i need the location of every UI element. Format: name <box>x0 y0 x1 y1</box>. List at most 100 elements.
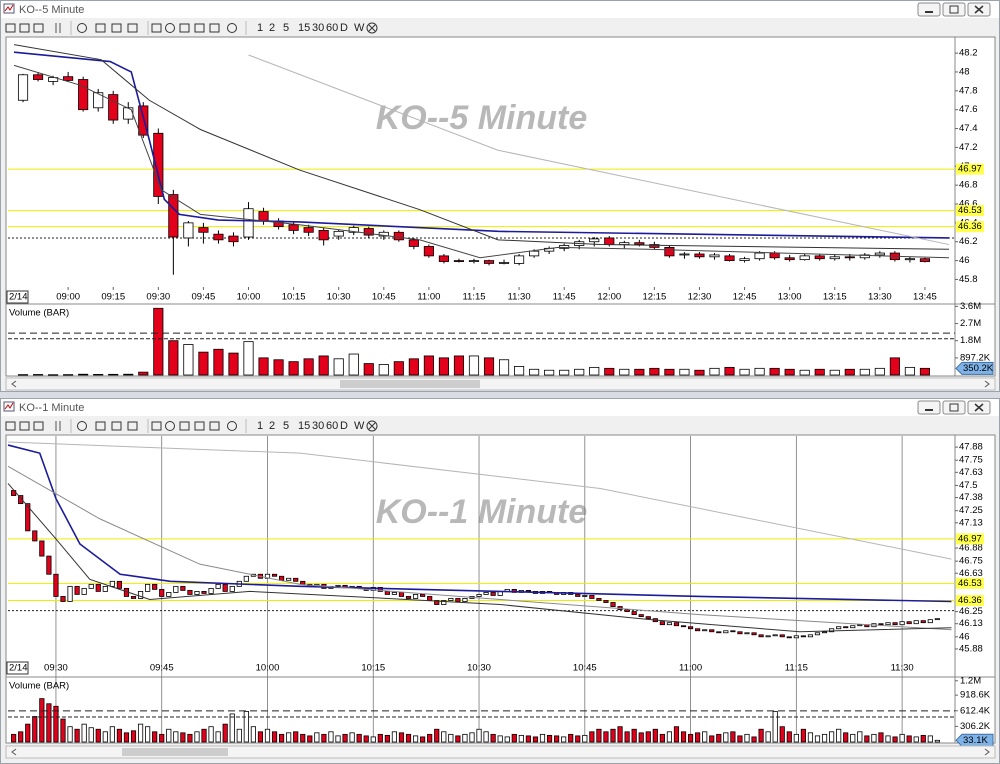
interval-button[interactable]: 30 <box>312 22 324 34</box>
candle-body <box>821 631 828 634</box>
interval-button[interactable]: D <box>340 420 348 432</box>
interval-button[interactable]: 30 <box>312 420 324 432</box>
toolbar-icon[interactable] <box>209 23 220 33</box>
toolbar-icon[interactable] <box>227 23 237 33</box>
volume-bar <box>772 710 778 743</box>
minimize-button[interactable] <box>917 400 941 415</box>
candle-body <box>814 632 821 636</box>
volume-bar <box>559 369 570 376</box>
toolbar-icon[interactable] <box>227 421 237 431</box>
volume-bar <box>333 358 344 376</box>
volume-bar <box>899 733 905 743</box>
interval-button[interactable]: D <box>340 22 348 34</box>
candle-body <box>695 628 701 632</box>
interval-button[interactable]: 5 <box>283 22 289 34</box>
volume-bar <box>180 732 186 743</box>
interval-button[interactable]: 60 <box>326 420 338 432</box>
scroll-left-arrow[interactable] <box>11 748 17 756</box>
toolbar-icon[interactable] <box>95 23 106 33</box>
toolbar-icon[interactable] <box>179 421 190 431</box>
scrollbar-track[interactable] <box>5 377 996 391</box>
scroll-left-arrow[interactable] <box>11 380 17 388</box>
candle-body <box>201 591 207 594</box>
volume-bar <box>137 723 144 743</box>
interval-button[interactable]: 2 <box>269 22 275 34</box>
toolbar-icon[interactable] <box>19 421 30 431</box>
toolbar-icon[interactable] <box>194 421 205 431</box>
toolbar-icon[interactable] <box>5 421 16 431</box>
volume-tick-label: 897.2K <box>960 352 991 363</box>
interval-button[interactable]: 1 <box>257 22 263 34</box>
toolbar-icon[interactable] <box>194 23 205 33</box>
interval-button[interactable]: 15 <box>298 420 310 432</box>
interval-button[interactable]: 1 <box>257 420 263 432</box>
candle-body <box>363 228 374 236</box>
volume-bar <box>33 374 44 376</box>
scrollbar-track[interactable] <box>5 745 996 759</box>
toolbar-icon[interactable] <box>366 22 378 34</box>
toolbar-icon[interactable] <box>179 23 190 33</box>
volume-bar <box>307 735 313 743</box>
candle-body <box>800 635 806 638</box>
interval-button[interactable]: 5 <box>283 420 289 432</box>
candle-body <box>934 618 940 621</box>
minimize-button[interactable] <box>917 2 941 17</box>
maximize-button[interactable] <box>942 2 966 17</box>
title-bar <box>1 399 999 416</box>
candle-body <box>391 592 398 595</box>
scrollbar-thumb[interactable] <box>122 748 228 756</box>
interval-button[interactable]: 60 <box>326 22 338 34</box>
toolbar-icon[interactable] <box>151 421 162 431</box>
volume-bar <box>229 713 235 743</box>
volume-bar <box>228 352 239 376</box>
volume-bar <box>393 361 404 376</box>
volume-bar <box>758 728 764 743</box>
candle-body <box>904 258 915 261</box>
interval-button[interactable]: 2 <box>269 420 275 432</box>
candle-body <box>793 635 799 639</box>
volume-bar <box>53 705 59 743</box>
scroll-right-arrow[interactable] <box>984 380 990 388</box>
x-tick-label: 10:15 <box>361 663 385 674</box>
candle-body <box>920 620 926 624</box>
toolbar-icon[interactable] <box>19 23 30 33</box>
toolbar <box>1 416 999 436</box>
scrollbar-thumb[interactable] <box>340 380 480 388</box>
maximize-button[interactable] <box>942 400 966 415</box>
candle-body <box>427 596 433 601</box>
toolbar-icon[interactable] <box>33 421 44 431</box>
toolbar-icon[interactable] <box>111 421 122 431</box>
toolbar-icon[interactable] <box>366 420 378 432</box>
interval-button[interactable]: W <box>354 22 365 34</box>
volume-bar <box>194 731 200 743</box>
x-tick-label: 09:45 <box>192 292 216 303</box>
price-level-label-box <box>956 533 984 545</box>
volume-bar <box>159 733 165 743</box>
toolbar-icon[interactable] <box>77 23 87 33</box>
interval-button[interactable]: W <box>354 420 365 432</box>
toolbar-icon[interactable] <box>5 23 16 33</box>
toolbar-icon[interactable] <box>165 421 175 431</box>
candle-body <box>844 256 855 259</box>
toolbar-icon[interactable] <box>127 421 138 431</box>
toolbar-icon[interactable] <box>33 23 44 33</box>
price-level-label: 46.53 <box>958 205 982 216</box>
toolbar-icon[interactable] <box>111 23 122 33</box>
volume-bar <box>850 733 856 743</box>
candle-body <box>724 255 735 261</box>
scroll-right-arrow[interactable] <box>984 748 990 756</box>
toolbar-icon[interactable] <box>95 421 106 431</box>
interval-button[interactable]: 15 <box>298 22 310 34</box>
toolbar-icon[interactable] <box>151 23 162 33</box>
volume-bar <box>187 733 193 743</box>
candle-body <box>137 591 144 599</box>
toolbar-icon[interactable] <box>209 421 220 431</box>
volume-bar <box>659 733 665 743</box>
toolbar-icon[interactable] <box>165 23 175 33</box>
x-tick-label: 10:45 <box>372 292 396 303</box>
toolbar-icon[interactable] <box>127 23 138 33</box>
toolbar-icon[interactable] <box>77 421 87 431</box>
date-label: 2/14 <box>9 292 28 303</box>
candle-body <box>836 626 842 630</box>
current-volume-box <box>955 361 994 375</box>
